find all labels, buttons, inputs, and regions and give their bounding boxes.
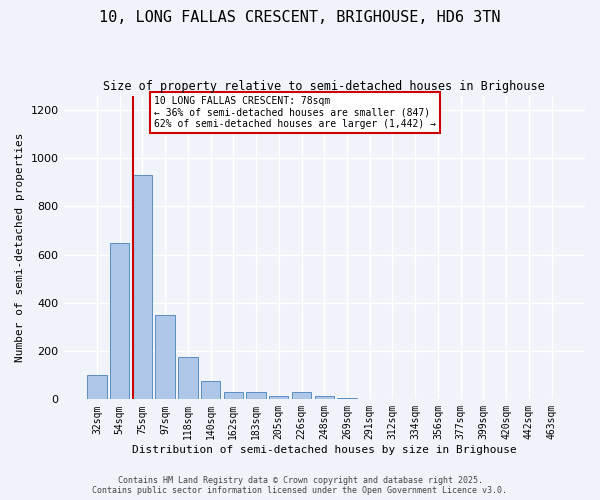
Bar xyxy=(269,396,289,400)
Bar xyxy=(133,175,152,400)
Text: 10 LONG FALLAS CRESCENT: 78sqm
← 36% of semi-detached houses are smaller (847)
6: 10 LONG FALLAS CRESCENT: 78sqm ← 36% of … xyxy=(154,96,436,129)
Bar xyxy=(360,398,379,400)
Bar xyxy=(178,357,197,400)
Bar xyxy=(314,396,334,400)
Bar xyxy=(224,392,243,400)
X-axis label: Distribution of semi-detached houses by size in Brighouse: Distribution of semi-detached houses by … xyxy=(132,445,517,455)
Bar xyxy=(155,315,175,400)
Y-axis label: Number of semi-detached properties: Number of semi-detached properties xyxy=(15,132,25,362)
Bar xyxy=(110,242,130,400)
Bar xyxy=(337,398,356,400)
Bar xyxy=(87,375,107,400)
Bar xyxy=(247,392,266,400)
Title: Size of property relative to semi-detached houses in Brighouse: Size of property relative to semi-detach… xyxy=(103,80,545,93)
Bar xyxy=(201,382,220,400)
Bar xyxy=(292,392,311,400)
Text: 10, LONG FALLAS CRESCENT, BRIGHOUSE, HD6 3TN: 10, LONG FALLAS CRESCENT, BRIGHOUSE, HD6… xyxy=(99,10,501,25)
Text: Contains HM Land Registry data © Crown copyright and database right 2025.
Contai: Contains HM Land Registry data © Crown c… xyxy=(92,476,508,495)
